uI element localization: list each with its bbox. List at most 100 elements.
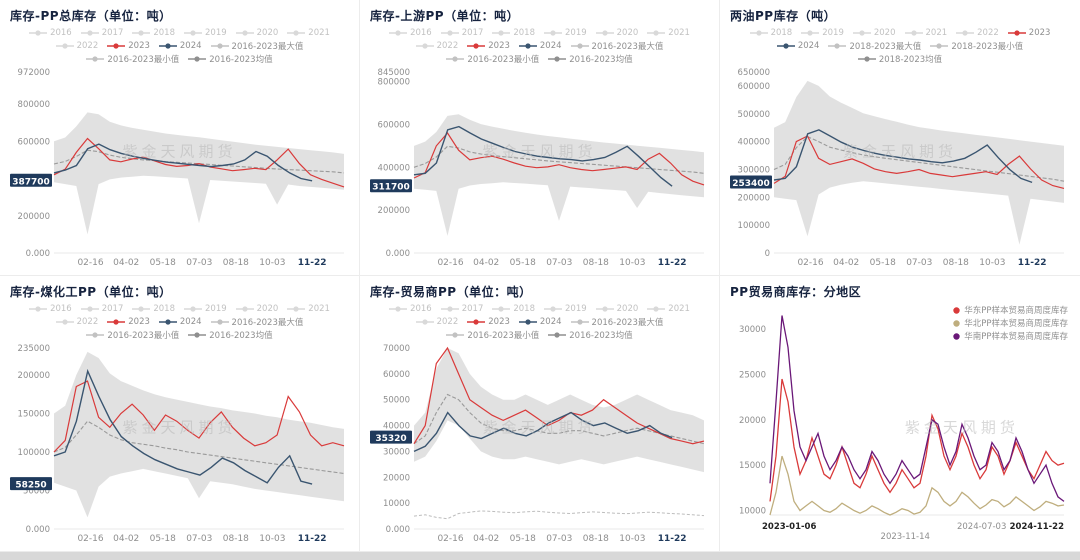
y-tick-label: 60000 (383, 370, 410, 380)
legend-line-dot-icon (80, 30, 99, 36)
legend-item[interactable]: 2020 (595, 304, 638, 314)
current-value-label: 253400 (732, 179, 770, 189)
legend-item[interactable]: 2019 (544, 304, 587, 314)
legend-item[interactable]: 2021 (904, 28, 948, 38)
legend-item[interactable]: 2018 (492, 28, 535, 38)
x-tick-label: 11-22 (298, 258, 327, 268)
legend-item-label: 2018-2023最大值 (849, 42, 922, 52)
legend-item[interactable]: 2017 (80, 28, 123, 38)
legend-item[interactable]: 2018-2023最小值 (930, 40, 1023, 52)
legend-item[interactable]: 2017 (440, 28, 483, 38)
legend-item[interactable]: 2022 (415, 41, 458, 51)
legend-item-label: 2018-2023均值 (878, 55, 943, 65)
legend-item-label: 华南PP样本贸易商周度库存 (964, 332, 1068, 342)
legend-line-dot-icon (492, 306, 511, 312)
legend-item[interactable]: 2023 (1007, 28, 1050, 38)
legend-item[interactable]: 华东PP样本贸易商周度库存 (952, 304, 1068, 316)
legend-item[interactable]: 华南PP样本贸易商周度库存 (952, 330, 1068, 342)
legend-item[interactable]: 2018-2023均值 (857, 53, 943, 65)
legend-item[interactable]: 2023 (467, 317, 510, 327)
legend-item[interactable]: 2018 (132, 28, 175, 38)
legend-item[interactable]: 2022 (956, 28, 999, 38)
y-tick-label: 50000 (23, 486, 50, 496)
legend-item-label: 2018 (770, 28, 793, 38)
legend-item[interactable]: 2023 (107, 41, 150, 51)
legend-item[interactable]: 2022 (55, 317, 98, 327)
legend-item[interactable]: 2016 (389, 304, 432, 314)
legend-item[interactable]: 2016-2023最大值 (570, 316, 663, 328)
legend-item[interactable]: 2018-2023最大值 (828, 40, 921, 52)
legend-item[interactable]: 2017 (80, 304, 123, 314)
legend-item[interactable]: 2024 (518, 317, 562, 327)
legend-row: 2016-2023最小值 2016-2023均值 (446, 53, 633, 65)
legend-item-label: 2016-2023最小值 (107, 55, 180, 65)
legend-item[interactable]: 2016-2023最大值 (210, 40, 303, 52)
y-tick-label: 500000 (738, 110, 770, 120)
legend-item[interactable]: 2019 (544, 28, 587, 38)
legend-item[interactable]: 华北PP样本贸易商周度库存 (952, 317, 1068, 329)
legend-item[interactable]: 2019 (801, 28, 844, 38)
legend-item[interactable]: 2016-2023最大值 (570, 40, 663, 52)
legend-item[interactable]: 2024 (158, 317, 202, 327)
legend-item-label: 2019 (822, 28, 844, 38)
legend-line-dot-icon (595, 30, 614, 36)
legend-item-label: 2018 (153, 304, 175, 314)
legend-item-label: 2021 (668, 28, 690, 38)
legend-item[interactable]: 2022 (55, 41, 98, 51)
legend-item[interactable]: 2016 (29, 28, 72, 38)
legend-item[interactable]: 2016 (389, 28, 432, 38)
mean-line (413, 393, 705, 445)
legend-item[interactable]: 2016 (29, 304, 72, 314)
y-tick-label: 25000 (739, 370, 766, 380)
legend-item[interactable]: 2016-2023均值 (188, 329, 273, 341)
legend-item[interactable]: 2024 (158, 41, 202, 51)
legend-item[interactable]: 2023 (467, 41, 510, 51)
current-value-badge (730, 175, 772, 189)
legend-item[interactable]: 2020 (235, 28, 278, 38)
y-tick-label: 400000 (378, 163, 410, 173)
legend-item-label: 华北PP样本贸易商周度库存 (964, 319, 1068, 329)
legend-item[interactable]: 2018 (492, 304, 535, 314)
legend-item[interactable]: 2023 (107, 317, 150, 327)
legend-item[interactable]: 2016-2023均值 (548, 329, 633, 341)
legend-line-dot-icon (55, 43, 74, 49)
legend-item[interactable]: 2016-2023最大值 (210, 316, 303, 328)
legend-item[interactable]: 2017 (440, 304, 483, 314)
legend-item[interactable]: 2019 (184, 28, 227, 38)
legend-item[interactable]: 2024 (518, 41, 562, 51)
x-tick-label: 02-16 (77, 534, 103, 544)
x-tick-label: 02-16 (437, 258, 463, 268)
chart-plot: 0.000 50000 100000 150000 200000 235000 58250 0… (10, 344, 345, 544)
legend-item[interactable]: 2021 (287, 28, 330, 38)
legend-item[interactable]: 2016-2023最小值 (86, 329, 179, 341)
legend-line-dot-icon (801, 30, 820, 36)
legend-item-label: 2021 (925, 28, 948, 38)
legend-line-dot-icon (184, 306, 202, 312)
y-tick-label: 30000 (383, 447, 410, 457)
chart-legend: 2016 2017 2018 2019 2020 2021 2022 2023 2024 2016… (368, 27, 711, 65)
legend-item[interactable]: 2021 (647, 304, 690, 314)
legend-item[interactable]: 2018 (132, 304, 175, 314)
legend-item[interactable]: 2018 (749, 28, 793, 38)
legend-item[interactable]: 2016-2023最小值 (86, 53, 179, 65)
legend-item[interactable]: 2016-2023均值 (548, 53, 633, 65)
legend-line-dot-icon (440, 30, 459, 36)
legend-line-dot-icon (389, 30, 408, 36)
y-tick-label: 100000 (18, 448, 50, 458)
legend-item[interactable]: 2019 (184, 304, 227, 314)
legend-item[interactable]: 2020 (235, 304, 278, 314)
x-tick-label: 2024-11-22 (1010, 522, 1064, 532)
legend-item[interactable]: 2020 (595, 28, 638, 38)
legend-item[interactable]: 2016-2023均值 (188, 53, 273, 65)
legend-line-dot-icon (548, 56, 567, 62)
legend-item[interactable]: 2024 (776, 41, 819, 51)
legend-item-label: 2018 (513, 28, 535, 38)
legend-item[interactable]: 2016-2023最小值 (446, 329, 539, 341)
legend-item[interactable]: 2020 (852, 28, 896, 38)
region-line (769, 455, 1065, 516)
legend-item[interactable]: 2021 (647, 28, 690, 38)
legend-item[interactable]: 2022 (415, 317, 458, 327)
legend-item[interactable]: 2021 (287, 304, 330, 314)
legend-item[interactable]: 2016-2023最小值 (446, 53, 539, 65)
